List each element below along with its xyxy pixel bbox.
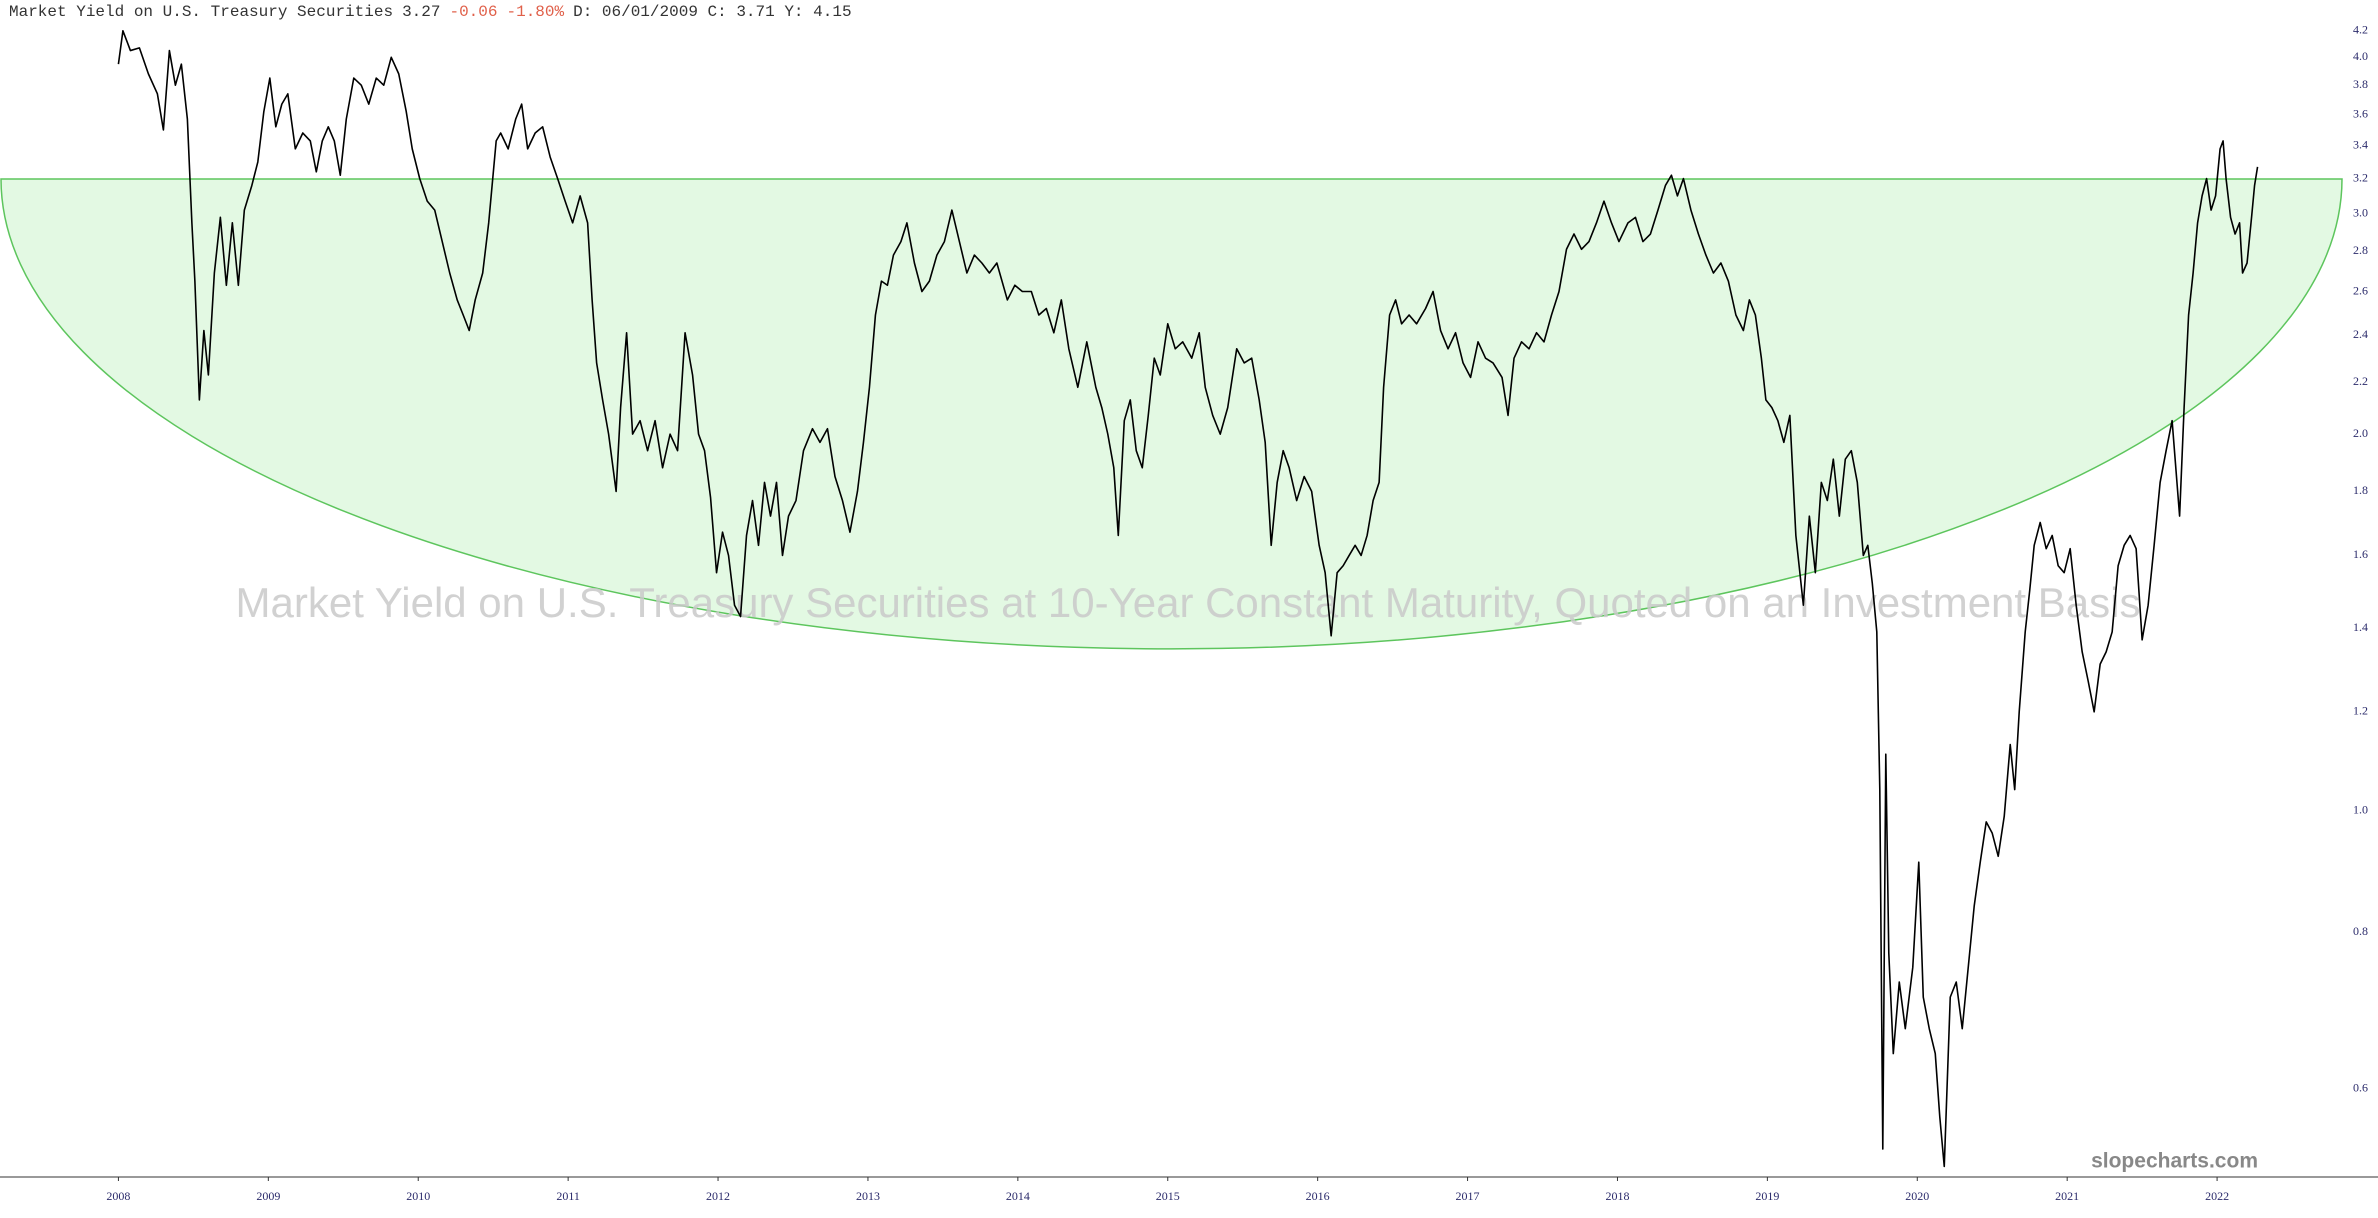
y-tick-label: 1.0 [2353,803,2368,817]
y-tick-label: 0.6 [2353,1080,2368,1094]
y-tick-label: 1.6 [2353,547,2368,561]
y-tick-label: 4.2 [2353,23,2368,37]
x-tick-label: 2015 [1156,1189,1180,1203]
x-tick-label: 2016 [1306,1189,1330,1203]
last-value: 3.27 [402,3,441,21]
x-tick-label: 2020 [1905,1189,1929,1203]
y-tick-label: 1.2 [2353,704,2368,718]
y-tick-label: 0.8 [2353,924,2368,938]
y-tick-label: 3.4 [2353,137,2368,151]
y-tick-label: 2.0 [2353,426,2368,440]
change: -0.06 [449,3,498,21]
y-tick-label: 2.8 [2353,243,2368,257]
x-tick-label: 2011 [556,1189,580,1203]
details: D: 06/01/2009 C: 3.71 Y: 4.15 [573,3,852,21]
y-tick-label: 2.6 [2353,283,2368,297]
x-tick-label: 2022 [2205,1189,2229,1203]
watermark: Market Yield on U.S. Treasury Securities… [236,579,2141,626]
y-tick-label: 3.8 [2353,77,2368,91]
y-tick-label: 2.4 [2353,327,2368,341]
change-percent: -1.80% [506,3,565,21]
x-tick-label: 2013 [856,1189,880,1203]
x-tick-label: 2008 [106,1189,130,1203]
y-tick-label: 1.4 [2353,620,2368,634]
y-tick-label: 2.2 [2353,374,2368,388]
x-tick-label: 2014 [1006,1189,1030,1203]
x-tick-label: 2018 [1605,1189,1629,1203]
y-tick-label: 1.8 [2353,483,2368,497]
x-tick-label: 2009 [256,1189,280,1203]
brand: slopecharts.com [2091,1150,2258,1173]
y-tick-label: 4.0 [2353,49,2368,63]
x-tick-label: 2019 [1755,1189,1779,1203]
title: Market Yield on U.S. Treasury Securities [9,3,394,21]
y-tick-label: 3.2 [2353,170,2368,184]
yield-line [117,29,2259,1168]
y-tick-label: 3.0 [2353,205,2368,219]
header: Market Yield on U.S. Treasury Securities… [9,3,852,21]
x-tick-label: 2012 [706,1189,730,1203]
cup-annotation [0,178,2343,650]
x-tick-label: 2021 [2055,1189,2079,1203]
x-tick-label: 2017 [1456,1189,1480,1203]
x-tick-label: 2010 [406,1189,430,1203]
y-tick-label: 3.6 [2353,106,2368,120]
